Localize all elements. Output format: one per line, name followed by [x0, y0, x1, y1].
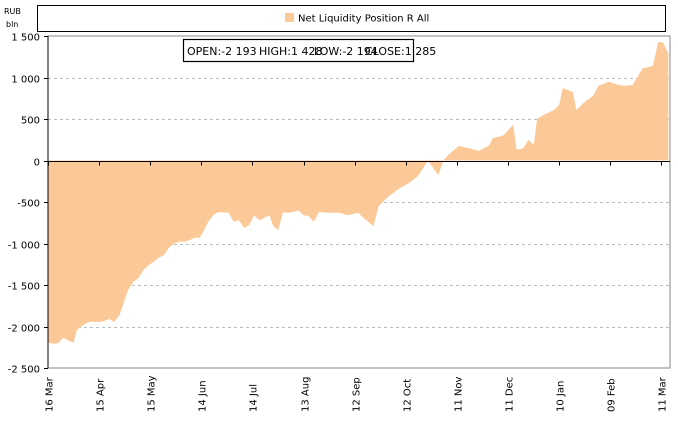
area-series-net-liquidity [48, 42, 669, 344]
x-tick-label: 14 Jun [198, 380, 209, 412]
y-tick-label: 1 500 [11, 33, 40, 44]
y-tick-label: -1 000 [8, 241, 40, 252]
x-tick-label: 14 Jul [249, 384, 260, 412]
y-tick-label: -2 500 [8, 365, 40, 376]
legend-box [37, 5, 666, 32]
y-axis-unit-line1: RUB [4, 7, 21, 16]
y-tick-label: 0 [34, 158, 40, 169]
stat-open: OPEN:-2 193 [187, 45, 257, 58]
x-tick-label: 11 Dec [505, 377, 516, 412]
stat-high: HIGH:1 428 [259, 45, 323, 58]
y-axis-unit-line2: bln [6, 20, 18, 29]
stat-close: CLOSE:1 285 [365, 45, 436, 58]
stat-low: LOW:-2 194 [314, 45, 378, 58]
x-tick-label: 13 Aug [301, 377, 312, 412]
y-tick-label: 500 [21, 116, 40, 127]
x-tick-label: 09 Feb [607, 378, 618, 412]
y-tick-label: -1 500 [8, 282, 40, 293]
x-tick-label: 15 May [147, 375, 158, 412]
x-tick-label: 11 Nov [454, 376, 465, 412]
legend-swatch [285, 13, 294, 22]
x-tick-label: 10 Jan [556, 381, 567, 412]
legend-label: Net Liquidity Position R All [298, 14, 429, 25]
x-tick-label: 16 Mar [45, 376, 56, 412]
y-tick-label: -2 000 [8, 324, 40, 335]
x-tick-label: 15 Apr [96, 378, 107, 412]
x-tick-label: 12 Sep [352, 377, 363, 412]
y-tick-label: 1 000 [11, 75, 40, 86]
x-tick-label: 11 Mar [658, 376, 669, 412]
y-tick-label: -500 [17, 199, 40, 210]
x-tick-label: 12 Oct [403, 379, 414, 412]
ohlc-stats-box: OPEN:-2 193 HIGH:1 428 LOW:-2 194 CLOSE:… [182, 38, 436, 63]
